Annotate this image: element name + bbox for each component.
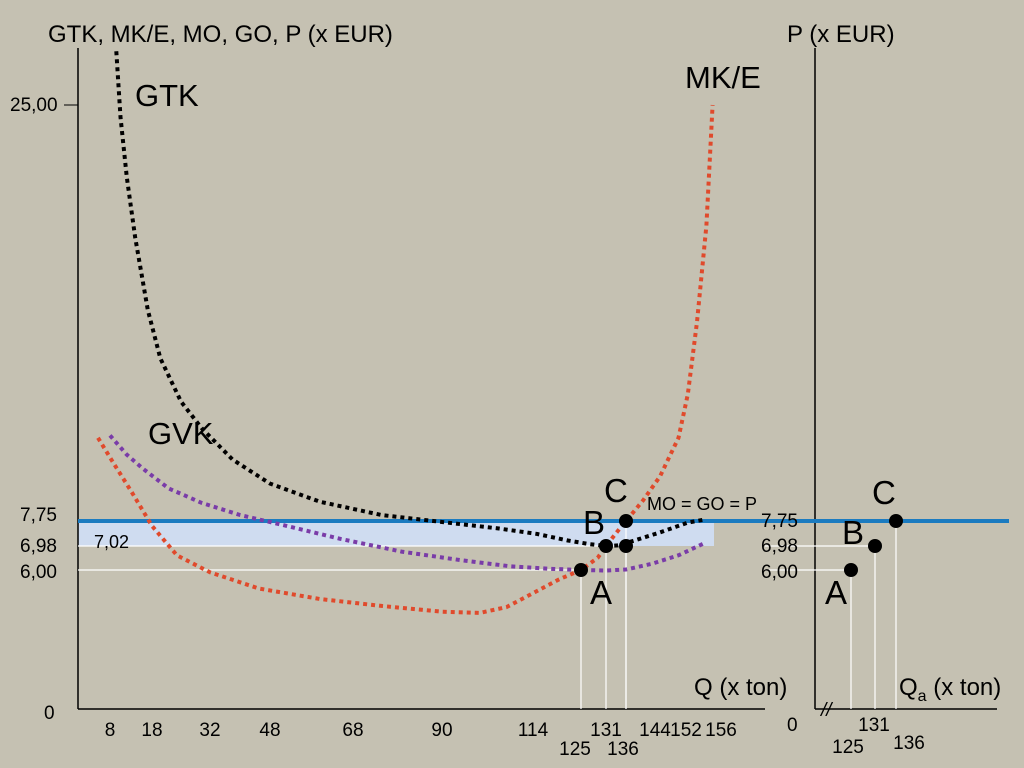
gvk-label: GVK — [148, 416, 214, 451]
right-y-label-600: 6,00 — [761, 562, 798, 583]
right-x-zero-label: 0 — [787, 715, 798, 736]
left-x-axis-label: Q (x ton) — [694, 674, 787, 701]
markers — [574, 514, 903, 577]
mke-label: MK/E — [685, 60, 761, 95]
right-x-tick-136: 136 — [893, 733, 925, 754]
y-label-775: 7,75 — [20, 505, 57, 526]
x-tick-68: 68 — [342, 720, 363, 741]
x-tick-131: 131 — [590, 720, 622, 741]
gtk-marker-1 — [619, 539, 633, 553]
axes — [64, 48, 997, 710]
gvk-curve — [108, 434, 705, 573]
y-label-600: 6,00 — [20, 562, 57, 583]
right-y-label-775: 7,75 — [761, 511, 798, 532]
right-point-b-label: B — [842, 514, 864, 551]
gtk-label: GTK — [135, 78, 199, 113]
mke-curve — [96, 104, 715, 615]
point-c-label: C — [604, 472, 628, 509]
x-tick-18: 18 — [141, 720, 162, 741]
x-tick-8: 8 — [105, 720, 116, 741]
right-point-b-marker — [868, 539, 882, 553]
point-a-marker — [574, 563, 588, 577]
right-point-a-marker — [844, 563, 858, 577]
axis-break-mark: // — [819, 700, 833, 721]
right-chart-title: P (x EUR) — [787, 21, 895, 48]
point-c-marker — [619, 514, 633, 528]
y-label-0: 0 — [44, 703, 55, 724]
right-x-tick-125: 125 — [832, 737, 864, 758]
x-tick-32: 32 — [199, 720, 220, 741]
x-tick-90: 90 — [431, 720, 452, 741]
x-tick-48: 48 — [259, 720, 280, 741]
point-b-marker — [599, 539, 613, 553]
x-tick-114: 114 — [518, 720, 549, 741]
x-tick-136: 136 — [607, 739, 639, 760]
right-x-axis-label: Qa (x ton) — [899, 674, 1001, 705]
x-tick-144: 144 — [639, 720, 671, 741]
shaded-band — [78, 521, 714, 546]
y-label-25: 25,00 — [10, 95, 58, 116]
point-a-label: A — [590, 574, 612, 611]
band-value-label: 7,02 — [94, 532, 129, 552]
x-tick-152: 152 — [670, 720, 702, 741]
right-point-a-label: A — [825, 574, 847, 611]
left-chart-title: GTK, MK/E, MO, GO, P (x EUR) — [48, 21, 393, 48]
price-line-label: MO = GO = P — [647, 494, 757, 514]
right-point-c-marker — [889, 514, 903, 528]
right-x-tick-131: 131 — [858, 715, 890, 736]
right-y-label-698: 6,98 — [761, 536, 798, 557]
right-point-c-label: C — [872, 474, 896, 511]
point-b-label: B — [583, 504, 605, 541]
x-tick-156: 156 — [705, 720, 737, 741]
x-tick-125: 125 — [559, 739, 591, 760]
y-label-698: 6,98 — [20, 536, 57, 557]
